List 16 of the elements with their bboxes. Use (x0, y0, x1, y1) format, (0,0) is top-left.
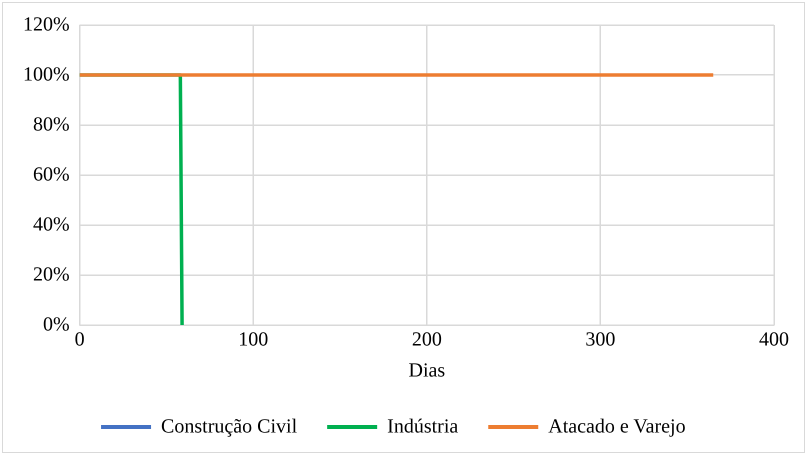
x-tick-label: 300 (585, 328, 616, 350)
x-tick-label: 400 (759, 328, 789, 350)
legend-label: Indústria (387, 415, 458, 438)
legend-label: Atacado e Varejo (548, 415, 686, 438)
y-tick-label: 60% (32, 163, 70, 186)
y-tick-label: 0% (42, 313, 70, 336)
x-tick-label: 200 (412, 328, 442, 350)
x-tick-label: 0 (74, 328, 85, 350)
x-axis-title: Dias (408, 359, 446, 382)
y-tick-label: 40% (32, 213, 70, 236)
x-tick-label: 100 (238, 328, 268, 350)
y-tick-label: 20% (32, 263, 70, 286)
y-tick-label: 120% (22, 13, 70, 36)
y-tick-label: 80% (32, 113, 70, 136)
legend-label: Construção Civil (161, 415, 298, 438)
y-tick-label: 100% (22, 63, 70, 86)
